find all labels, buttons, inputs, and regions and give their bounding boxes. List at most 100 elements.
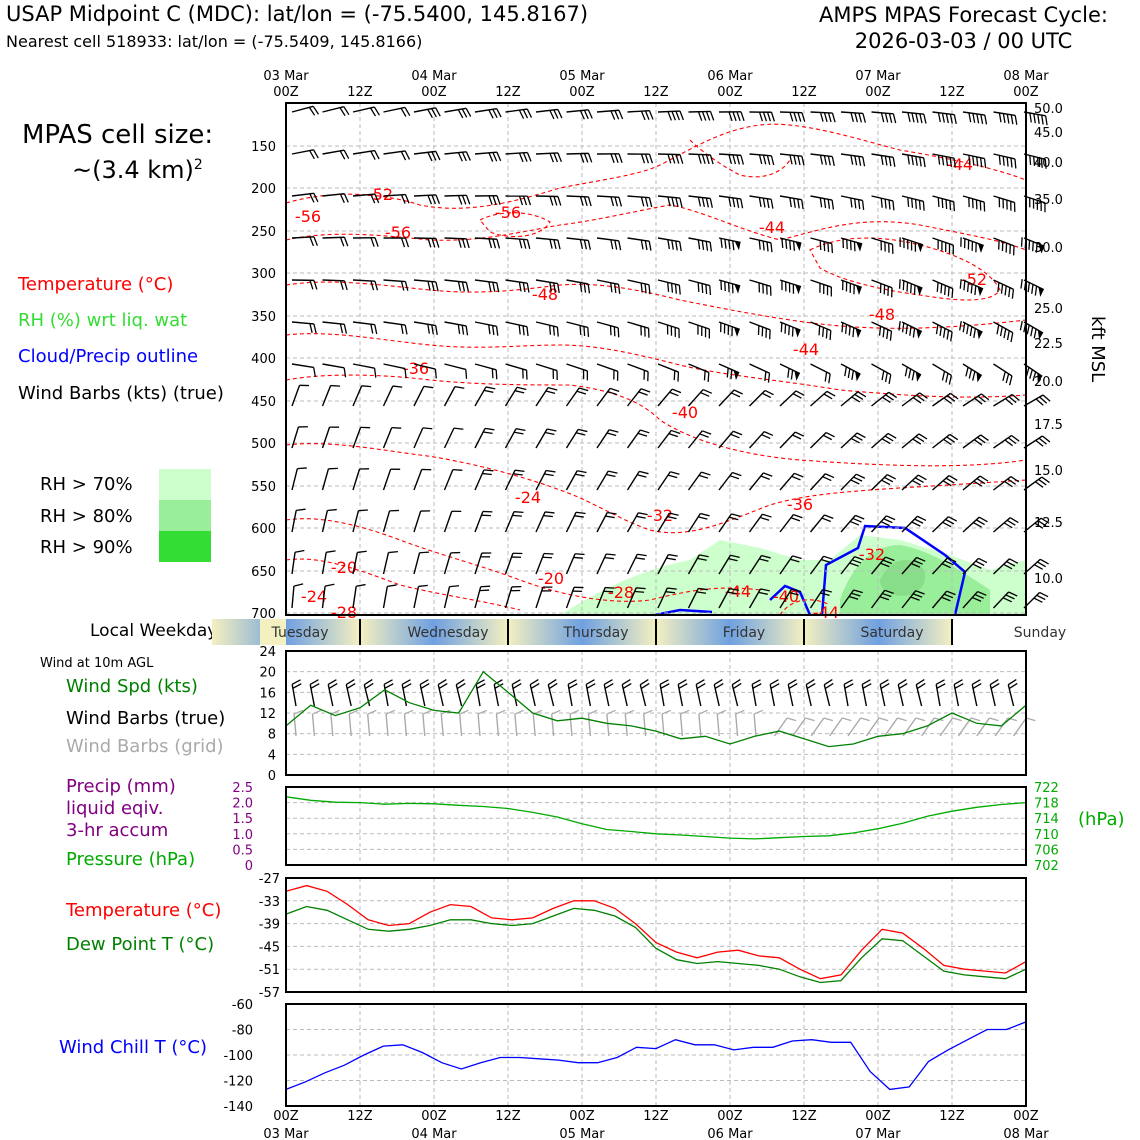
wind-barb-feather [760,588,770,592]
true-wind-barb-feather [622,682,632,690]
wind-barb-feather [549,196,554,206]
wind-barb-feather [1005,373,1010,384]
wind-barb-feather [640,196,645,207]
temperature-line [285,884,1027,980]
wind-barb [444,237,467,240]
wind-barb-feather [457,238,462,248]
wind-barb-feather [513,511,524,514]
wind-barb [382,510,391,533]
kft-tick-label: 25.0 [1034,302,1063,317]
kft-tick-label: 45.0 [1034,126,1063,141]
wind-barb-feather [606,432,617,437]
true-wind-barb-feather [898,682,908,690]
grid-wind-barb [385,714,389,737]
bottom-day-label: 07 Mar [855,1127,901,1140]
top-tick-label: 12Z [643,85,669,100]
wind-barb-feather [829,330,832,341]
wind-barb-feather [998,112,1002,123]
wind-barb-feather [945,373,949,383]
wind-barb-feather [912,593,923,598]
wind-barb-feather [781,238,784,248]
wind-barb-feather [904,366,908,377]
wind-barb-feather [733,389,743,395]
wind-barb-feather [943,438,952,446]
true-wind-barb-feather [935,679,945,685]
temperature-contour-label: -56 [295,207,321,226]
wind-speed-tick: 20 [259,666,276,681]
wind-barb-feather [911,370,915,381]
wind-barb-feather [327,508,337,512]
wind-barb-feather [823,555,833,560]
pressure-tick-label: 500 [251,437,276,452]
wind-barb-feather [518,324,521,335]
wind-barb-feather [427,324,430,334]
wind-barb-feather [671,197,675,207]
wind-barb-feather [823,241,826,252]
wind-barb-feather [705,241,709,251]
wind-barb-feather [791,475,801,481]
wind-barb-feather [356,583,366,587]
wind-barb-feather [792,241,796,251]
wind-barb-feather [488,281,492,292]
wind-barb-flag [795,241,802,251]
wind-barb-feather [579,153,585,163]
wind-barb-feather [946,330,950,340]
true-wind-barb-feather [880,683,890,689]
wind-barb-feather [373,368,377,378]
wind-speed-tick: 4 [268,748,276,763]
true-wind-barb-feather [769,679,779,685]
wind-barb-feather [557,196,562,206]
wind-barb-feather [709,154,714,165]
wind-barb-feather [640,429,650,434]
wind-barb-feather [917,515,927,521]
true-wind-barb-feather [310,683,320,689]
wind-barb-feather [312,105,320,115]
wind-barb-feather [518,109,525,119]
wind-barb-feather [667,239,670,250]
kft-tick-label: 20.0 [1034,375,1063,390]
wind-barb-feather [1040,558,1049,565]
wind-barb-feather [764,389,774,396]
wind-barb-feather [512,514,522,517]
wind-barb-feather [638,512,648,516]
wind-barb-feather [736,154,741,165]
wind-barb-feather [1004,285,1007,296]
wind-barb-feather [910,596,920,601]
wind-barb-feather [1009,558,1019,564]
cell-size-sup: 2 [193,157,203,173]
wind-barb-feather [1000,284,1004,294]
true-wind-barb-feather [511,679,521,686]
wind-barb-feather [880,155,884,165]
forecast-cycle-label: AMPS MPAS Forecast Cycle: [819,3,1108,27]
pressure-tick: 710 [1034,828,1059,843]
wind-barb-feather [841,322,844,333]
wind-barb-feather [880,198,883,208]
wind-barb-feather [648,197,653,208]
wind-barb-feather [818,325,821,336]
precip-tick: 2.0 [232,797,253,812]
wind-barb [779,237,802,244]
wind-barb-feather [887,432,897,439]
wind-barb-feather [514,390,525,394]
legend-rh80: RH > 80% [40,506,133,527]
wind-barb-feather [637,553,647,557]
wind-barb-feather [732,111,737,122]
wind-barb-feather [915,156,918,166]
wind-barb-feather [461,238,466,248]
true-wind-barb-feather [915,679,925,686]
wind-barb-feather [949,433,959,441]
wind-barb-feather [886,515,896,521]
wind-barb-feather [675,154,680,164]
bottom-day-label: 05 Mar [559,1127,605,1140]
wind-barb-feather [888,156,892,167]
wind-barb-feather [587,153,593,163]
wind-barb-feather [854,155,858,166]
wind-barb-feather [851,559,862,564]
wind-barb-feather [579,110,585,120]
wind-barb-feather [293,583,304,587]
wind-barb-feather [856,473,866,479]
bottom-tick-label: 12Z [495,1109,521,1124]
grid-wind-barb [348,714,352,737]
wind-barb-feather [610,196,615,207]
